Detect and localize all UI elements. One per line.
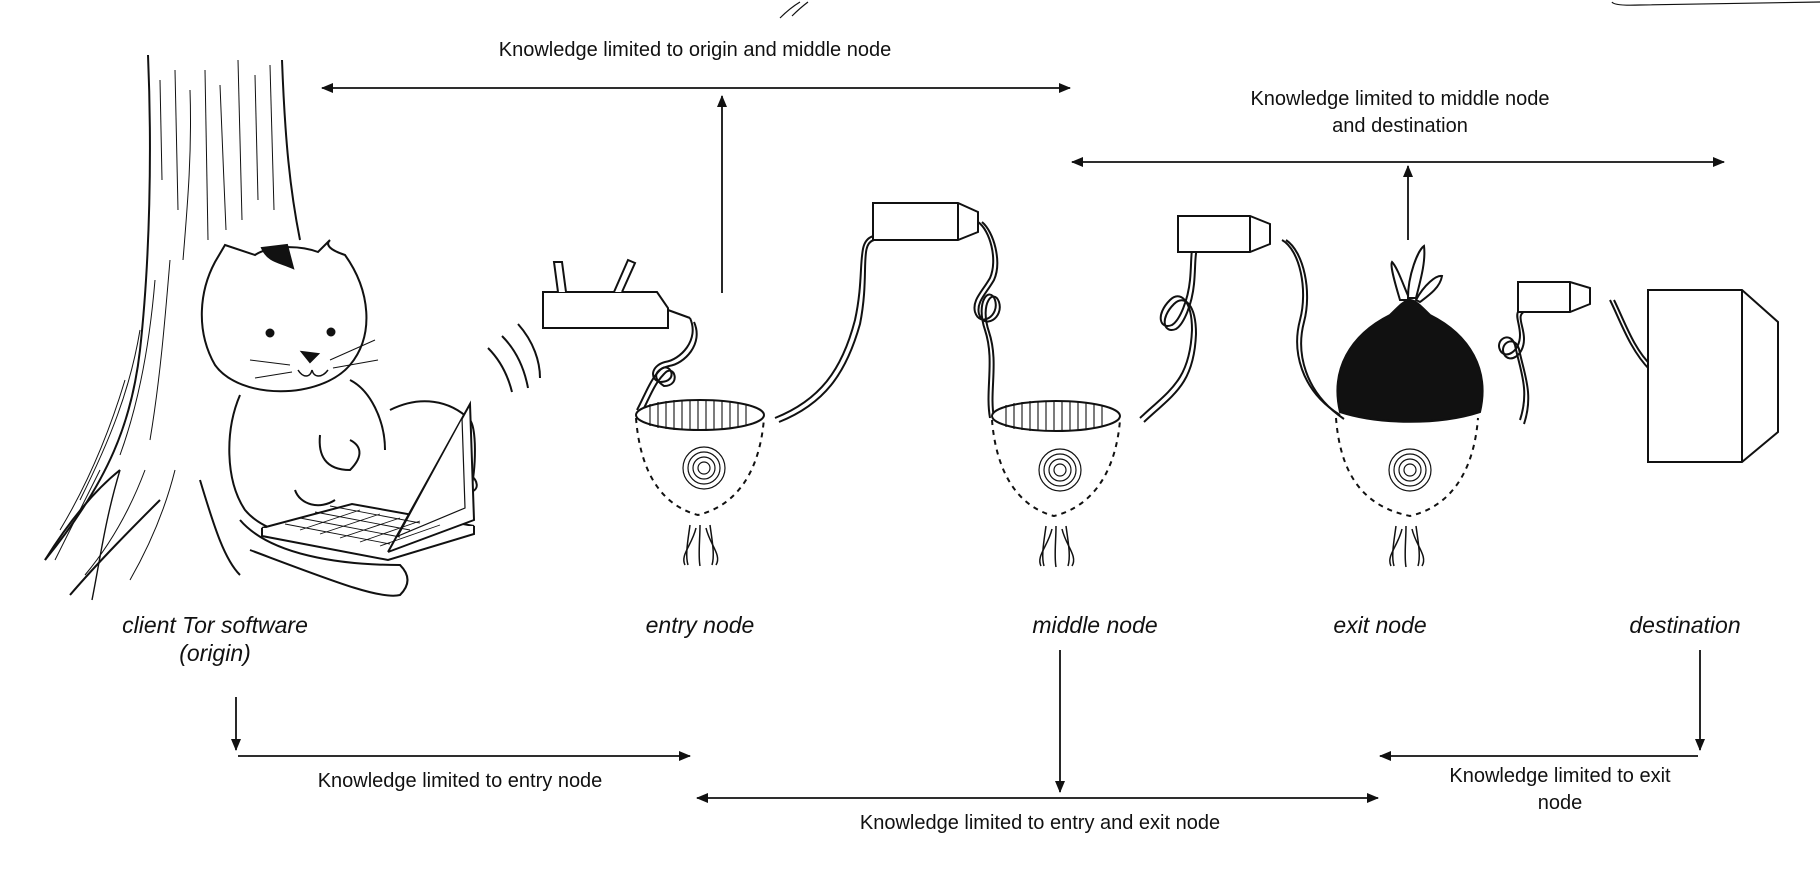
label-knowledge-origin-middle: Knowledge limited to origin and middle n…	[498, 39, 892, 61]
knowledge-arrows	[231, 83, 1725, 803]
label-node-origin-line2: (origin)	[179, 640, 251, 666]
laptop-icon	[261, 400, 476, 562]
tree-illustration	[44, 54, 301, 601]
label-knowledge-middle-destination-line1: Knowledge limited to middle node	[1250, 88, 1550, 110]
destination-server-icon	[1647, 289, 1779, 463]
entry-node-onion	[635, 399, 765, 567]
label-node-origin-line1: client Tor software	[122, 612, 308, 638]
label-node-entry: entry node	[645, 612, 755, 638]
exit-node-onion	[1335, 244, 1484, 568]
wifi-signal-icon	[487, 323, 541, 393]
middle-node-onion	[991, 400, 1121, 568]
label-knowledge-entry-only: Knowledge limited to entry node	[317, 770, 603, 792]
label-node-middle: middle node	[1032, 612, 1158, 638]
label-knowledge-exit-only-line2: node	[1537, 792, 1583, 814]
top-scribble	[779, 1, 1820, 19]
label-knowledge-middle-destination-line2: and destination	[1332, 115, 1468, 137]
label-knowledge-entry-exit: Knowledge limited to entry and exit node	[859, 812, 1221, 834]
label-knowledge-exit-only: Knowledge limited to exit node	[1420, 763, 1700, 817]
label-node-destination: destination	[1629, 612, 1741, 638]
plug-icons	[872, 202, 1591, 313]
label-node-exit: exit node	[1333, 612, 1427, 638]
cables	[636, 221, 1653, 425]
cat-illustration	[200, 239, 478, 597]
label-knowledge-exit-only-line1: Knowledge limited to exit	[1449, 765, 1671, 787]
router-icon	[542, 258, 691, 329]
label-knowledge-middle-destination: Knowledge limited to middle node and des…	[1160, 86, 1640, 140]
label-node-origin: client Tor software (origin)	[95, 611, 335, 667]
